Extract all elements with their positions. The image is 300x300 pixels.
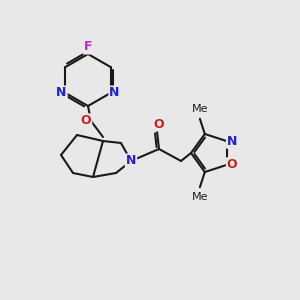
Text: N: N xyxy=(109,86,120,100)
Text: N: N xyxy=(126,154,136,167)
Text: Me: Me xyxy=(192,104,208,114)
Text: O: O xyxy=(154,118,164,130)
Text: F: F xyxy=(84,40,92,53)
Text: O: O xyxy=(227,158,238,171)
Text: Me: Me xyxy=(192,192,208,202)
Text: N: N xyxy=(227,135,237,148)
Text: N: N xyxy=(56,86,67,100)
Text: O: O xyxy=(81,115,91,128)
